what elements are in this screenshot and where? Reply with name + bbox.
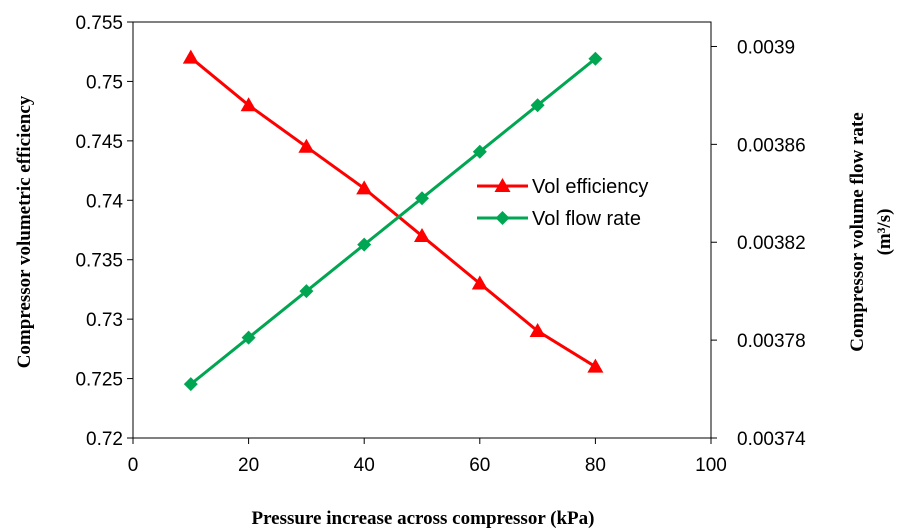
data-point-efficiency — [471, 275, 488, 290]
data-point-efficiency — [182, 49, 199, 64]
series-layer — [182, 49, 604, 392]
legend-label-efficiency: Vol efficiency — [532, 176, 648, 198]
right-y-tick-label: 0.00386 — [737, 135, 806, 156]
x-tick-label: 60 — [469, 455, 490, 476]
series-line-efficiency — [189, 56, 597, 368]
left-y-tick-label: 0.75 — [86, 72, 123, 93]
series-line-flow-rate — [189, 57, 597, 386]
legend-marker-efficiency — [494, 178, 511, 192]
legend-label-flow-rate: Vol flow rate — [532, 208, 641, 230]
right-y-tick-label: 0.0039 — [737, 37, 795, 58]
legend: Vol efficiency Vol flow rate — [477, 176, 648, 230]
x-tick-label: 80 — [585, 455, 606, 476]
data-point-flow-rate — [183, 377, 198, 392]
data-point-efficiency — [356, 180, 373, 195]
left-y-tick-label: 0.74 — [86, 191, 123, 212]
left-y-tick-label: 0.745 — [75, 132, 123, 153]
left-y-tick-label: 0.735 — [75, 251, 123, 272]
left-y-axis-ticks: 0.72 0.725 0.73 0.735 0.74 0.745 0.75 0.755 — [75, 13, 133, 450]
data-point-flow-rate — [357, 237, 372, 252]
right-y-axis-ticks: 0.00374 0.00378 0.00382 0.00386 0.0039 — [711, 37, 806, 450]
data-point-efficiency — [240, 97, 257, 112]
right-y-tick-label: 0.00378 — [737, 331, 806, 352]
data-point-flow-rate — [530, 98, 545, 113]
x-tick-label: 40 — [354, 455, 375, 476]
x-axis-title: Pressure increase across compressor (kPa… — [251, 508, 594, 529]
right-y-axis-title-line2: (m³/s) — [874, 209, 895, 256]
x-axis-ticks: 0 20 40 60 80 100 — [128, 438, 727, 476]
data-point-flow-rate — [241, 330, 256, 345]
legend-marker-flow-rate — [495, 211, 510, 225]
data-point-efficiency — [298, 138, 315, 153]
right-y-tick-label: 0.00382 — [737, 233, 806, 254]
left-y-tick-label: 0.72 — [86, 429, 123, 450]
left-y-axis-title: Compressor volumetric efficiency — [14, 95, 35, 368]
left-y-tick-label: 0.755 — [75, 13, 123, 34]
plot-area-border — [132, 21, 712, 439]
right-y-axis-title-line1: Compressor volume flow rate — [847, 112, 868, 351]
plot-frame — [132, 21, 712, 439]
data-point-flow-rate — [415, 191, 429, 206]
left-y-tick-label: 0.73 — [86, 310, 123, 331]
x-tick-label: 0 — [128, 455, 139, 476]
data-point-efficiency — [587, 358, 604, 373]
data-point-efficiency — [529, 323, 546, 338]
data-point-flow-rate — [299, 284, 314, 299]
right-y-tick-label: 0.00374 — [737, 429, 806, 450]
data-point-flow-rate — [472, 144, 487, 159]
x-tick-label: 20 — [238, 455, 259, 476]
left-y-tick-label: 0.725 — [75, 370, 123, 391]
data-point-flow-rate — [588, 51, 603, 66]
data-point-efficiency — [414, 227, 430, 242]
x-tick-label: 100 — [695, 455, 727, 476]
